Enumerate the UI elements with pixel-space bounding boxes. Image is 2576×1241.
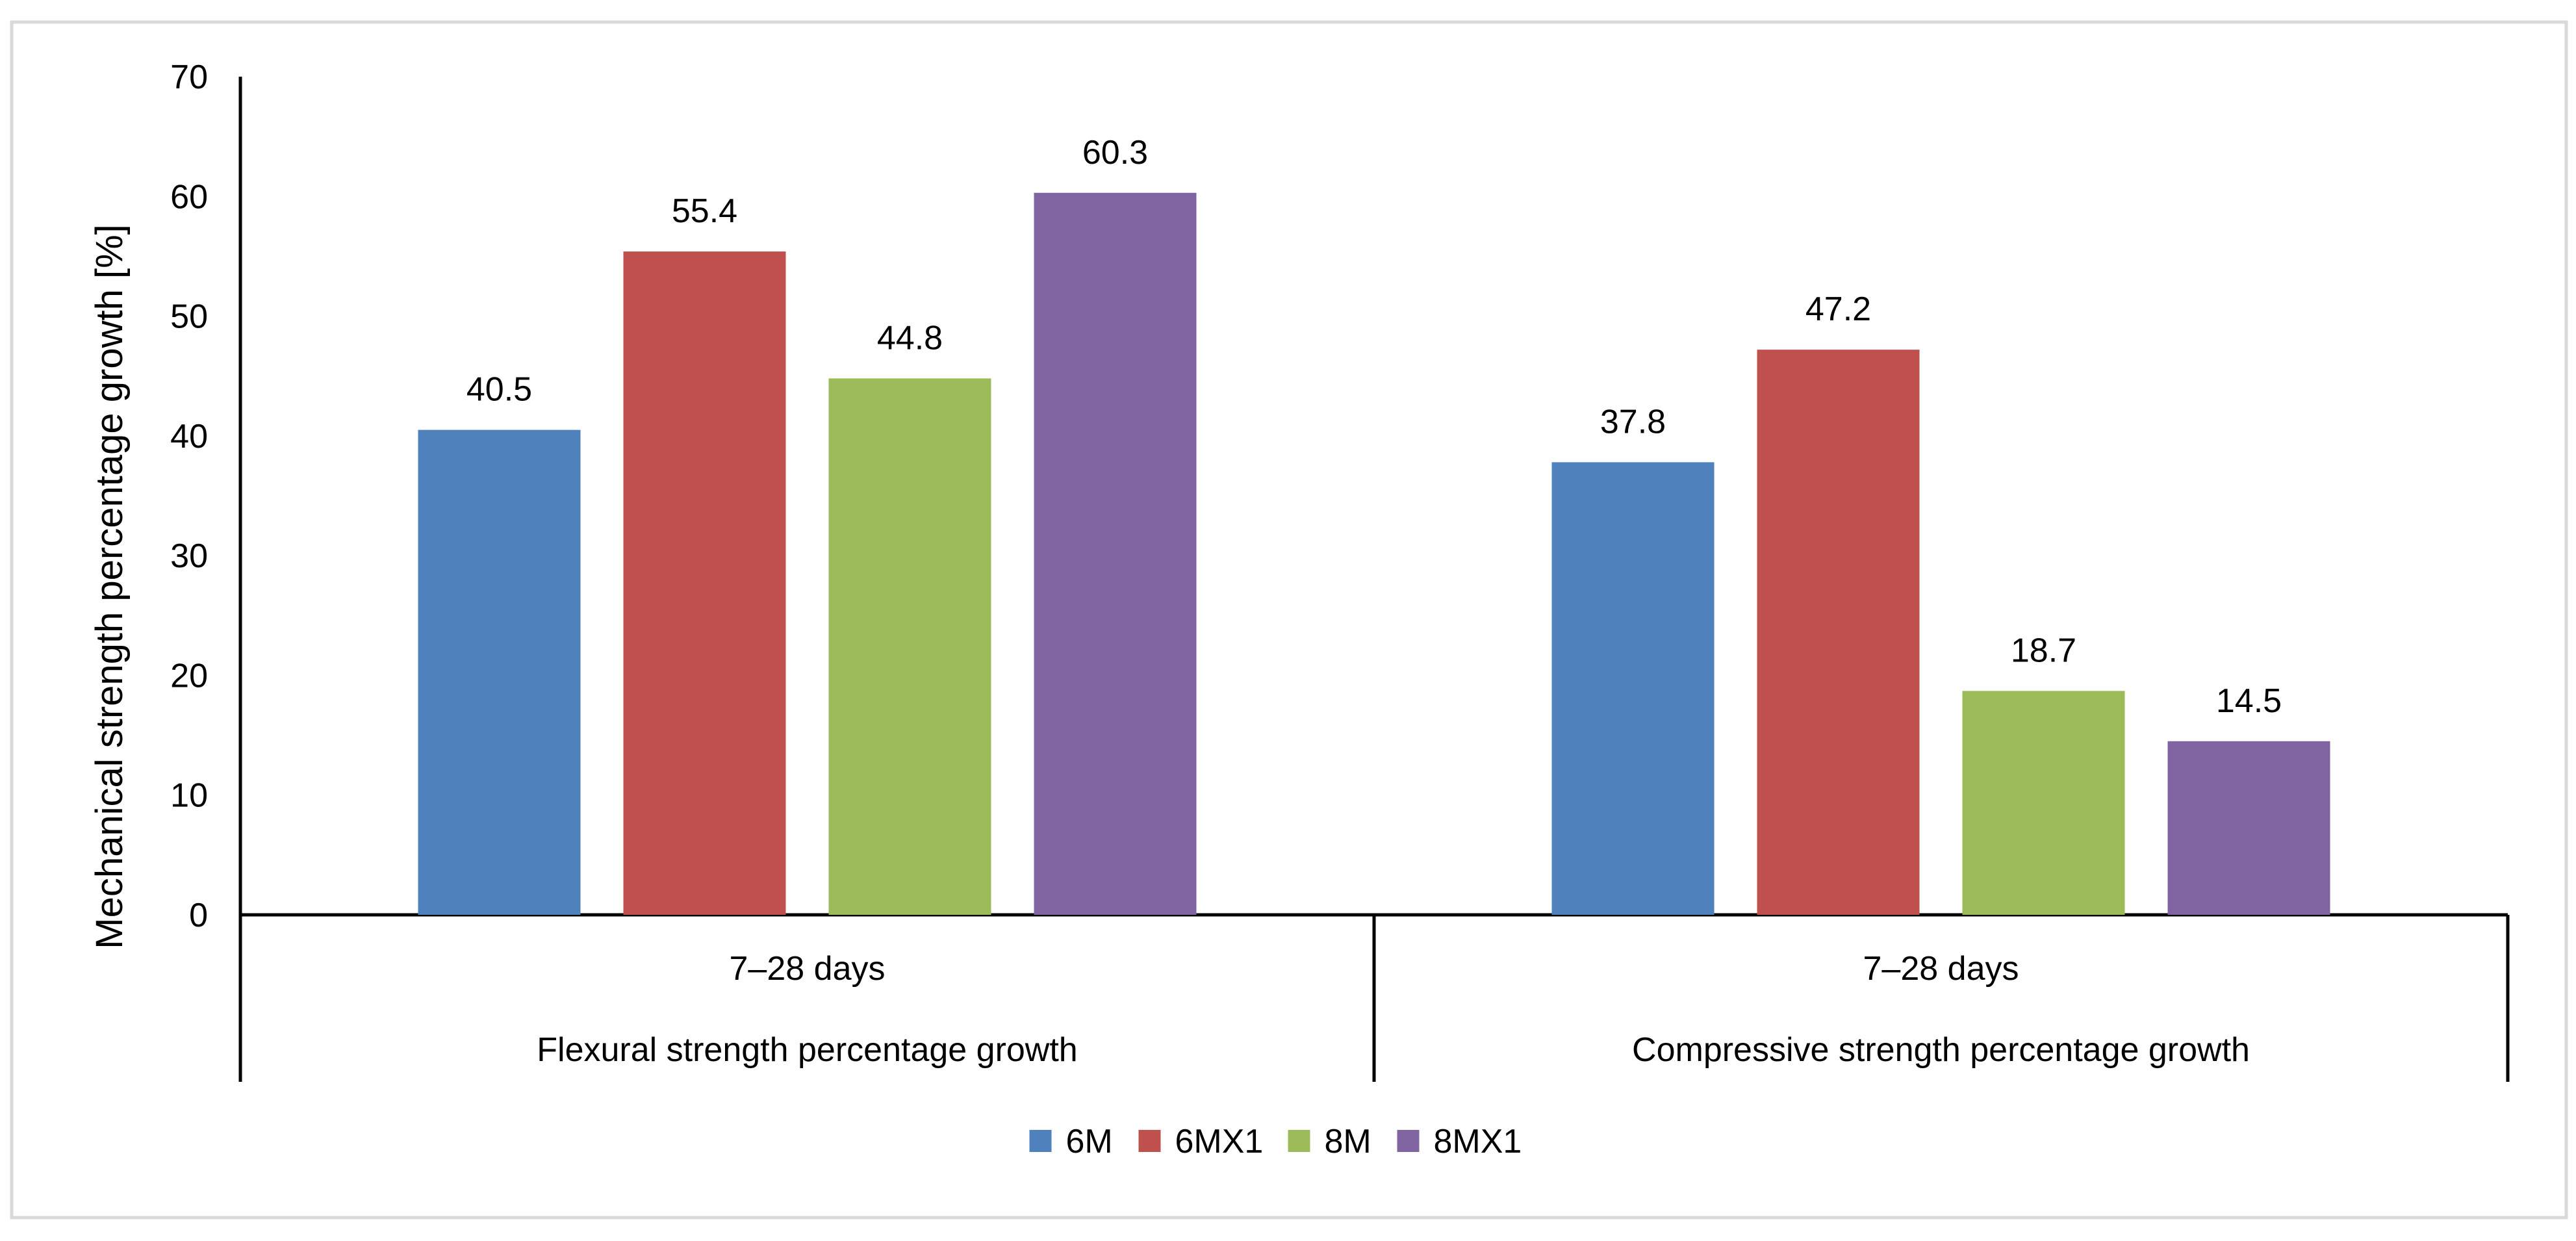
legend-item-6mx1[interactable]: 6MX1 — [1138, 1123, 1264, 1160]
data-label: 44.8 — [877, 319, 943, 357]
y-tick-label: 20 — [170, 657, 208, 695]
bar-6mx1-group-2[interactable] — [1757, 350, 1920, 915]
legend-label: 6M — [1066, 1123, 1113, 1160]
data-label: 37.8 — [1600, 403, 1666, 441]
bar-6m-group-2[interactable] — [1551, 462, 1715, 915]
y-tick-label: 60 — [170, 178, 208, 216]
bar-6mx1-group-1[interactable] — [623, 251, 786, 915]
x-tick-sublabel: 7–28 days — [1863, 950, 2019, 988]
bar-8m-group-2[interactable] — [1962, 691, 2125, 915]
legend-label: 8M — [1325, 1123, 1371, 1160]
data-label: 60.3 — [1082, 134, 1148, 172]
data-label: 40.5 — [466, 371, 532, 409]
y-tick-label: 70 — [170, 58, 208, 96]
data-label: 14.5 — [2216, 682, 2282, 720]
x-tick-sublabel: 7–28 days — [730, 950, 886, 988]
data-label: 55.4 — [672, 192, 737, 230]
legend-swatch — [1029, 1130, 1052, 1152]
legend-label: 6MX1 — [1175, 1123, 1264, 1160]
y-axis-title: Mechanical strength percentage growth [%… — [88, 224, 131, 949]
y-tick-label: 40 — [170, 418, 208, 455]
y-tick-label: 10 — [170, 777, 208, 815]
y-tick-label: 0 — [189, 897, 208, 934]
legend-item-8mx1[interactable]: 8MX1 — [1397, 1123, 1522, 1160]
data-label: 47.2 — [1805, 290, 1871, 328]
data-label: 18.7 — [2011, 632, 2076, 669]
bar-6m-group-1[interactable] — [418, 429, 581, 915]
legend-swatch — [1397, 1130, 1420, 1152]
x-tick-label: Compressive strength percentage growth — [1632, 1031, 2250, 1069]
legend-item-8m[interactable]: 8M — [1288, 1123, 1371, 1160]
y-tick-label: 30 — [170, 537, 208, 575]
legend-item-6m[interactable]: 6M — [1029, 1123, 1113, 1160]
bar-8mx1-group-2[interactable] — [2167, 741, 2330, 915]
y-tick-label: 50 — [170, 298, 208, 336]
legend-swatch — [1288, 1130, 1310, 1152]
legend-label: 8MX1 — [1434, 1123, 1522, 1160]
bar-8mx1-group-1[interactable] — [1034, 192, 1197, 915]
x-tick-label: Flexural strength percentage growth — [537, 1031, 1077, 1069]
legend-swatch — [1138, 1130, 1161, 1152]
bar-8m-group-1[interactable] — [828, 378, 991, 915]
